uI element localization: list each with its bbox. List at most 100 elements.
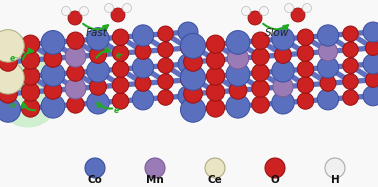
Circle shape (229, 81, 247, 99)
Circle shape (274, 47, 291, 63)
Circle shape (252, 32, 269, 49)
Circle shape (206, 51, 225, 69)
Circle shape (181, 97, 206, 122)
Circle shape (22, 51, 40, 69)
Circle shape (87, 28, 109, 50)
Circle shape (22, 99, 40, 117)
Circle shape (135, 75, 151, 91)
Circle shape (0, 53, 17, 71)
Circle shape (184, 84, 202, 103)
Circle shape (181, 72, 195, 87)
Circle shape (318, 42, 338, 61)
Circle shape (265, 158, 285, 178)
Text: e⁻: e⁻ (115, 50, 125, 59)
Circle shape (44, 81, 62, 99)
Circle shape (158, 90, 173, 105)
Circle shape (363, 22, 378, 42)
Circle shape (272, 91, 294, 114)
Circle shape (44, 50, 62, 67)
Circle shape (318, 57, 339, 78)
Circle shape (226, 62, 250, 86)
Circle shape (206, 99, 225, 117)
Circle shape (67, 32, 84, 49)
Circle shape (0, 97, 20, 122)
Circle shape (85, 158, 105, 178)
Circle shape (158, 26, 173, 42)
Circle shape (65, 78, 86, 99)
Ellipse shape (0, 64, 27, 92)
Circle shape (65, 46, 86, 67)
Circle shape (272, 28, 294, 50)
Circle shape (252, 80, 269, 97)
Circle shape (132, 57, 153, 78)
Circle shape (343, 90, 358, 105)
Circle shape (79, 7, 88, 16)
Text: e⁻: e⁻ (9, 53, 19, 62)
Circle shape (67, 96, 84, 113)
Circle shape (0, 84, 17, 103)
Circle shape (41, 62, 65, 86)
Circle shape (181, 65, 206, 90)
Circle shape (343, 74, 358, 89)
Circle shape (67, 64, 84, 81)
Circle shape (343, 58, 358, 73)
Circle shape (87, 91, 109, 114)
Circle shape (320, 75, 336, 91)
Circle shape (132, 89, 153, 110)
Circle shape (297, 77, 314, 93)
Circle shape (41, 30, 65, 54)
Circle shape (178, 86, 198, 106)
Circle shape (158, 42, 173, 57)
Circle shape (205, 158, 225, 178)
Circle shape (206, 67, 225, 85)
Circle shape (252, 48, 269, 65)
Circle shape (68, 11, 82, 25)
Circle shape (41, 94, 65, 118)
Circle shape (242, 7, 251, 16)
Circle shape (260, 7, 268, 16)
Circle shape (87, 60, 109, 82)
Circle shape (158, 58, 173, 73)
Circle shape (90, 47, 107, 63)
Circle shape (302, 4, 311, 13)
Circle shape (112, 29, 129, 45)
Text: Ce: Ce (208, 175, 222, 185)
Circle shape (112, 93, 129, 109)
Circle shape (112, 77, 129, 93)
Circle shape (297, 93, 314, 109)
Circle shape (366, 72, 378, 87)
Circle shape (104, 4, 113, 13)
Circle shape (62, 7, 71, 16)
Circle shape (111, 8, 125, 22)
Circle shape (112, 45, 129, 61)
Text: e⁻: e⁻ (113, 105, 122, 114)
Text: Fast: Fast (86, 28, 108, 38)
Circle shape (90, 78, 107, 95)
Circle shape (226, 94, 250, 118)
Text: O: O (271, 175, 279, 185)
Circle shape (226, 30, 250, 54)
Circle shape (318, 25, 339, 46)
Text: Co: Co (88, 175, 102, 185)
Circle shape (285, 4, 293, 13)
Circle shape (363, 86, 378, 106)
Circle shape (22, 35, 40, 53)
Circle shape (206, 83, 225, 101)
Circle shape (297, 45, 314, 61)
Circle shape (132, 25, 153, 46)
Circle shape (181, 33, 206, 58)
Circle shape (363, 54, 378, 74)
Circle shape (318, 89, 339, 110)
Circle shape (227, 48, 249, 69)
Circle shape (178, 54, 198, 74)
Circle shape (366, 40, 378, 56)
Text: H: H (331, 175, 339, 185)
Circle shape (22, 83, 40, 101)
Circle shape (297, 61, 314, 77)
Circle shape (22, 67, 40, 85)
Circle shape (206, 35, 225, 53)
Circle shape (135, 43, 151, 59)
Circle shape (145, 158, 165, 178)
Circle shape (178, 22, 198, 42)
Ellipse shape (3, 48, 53, 88)
